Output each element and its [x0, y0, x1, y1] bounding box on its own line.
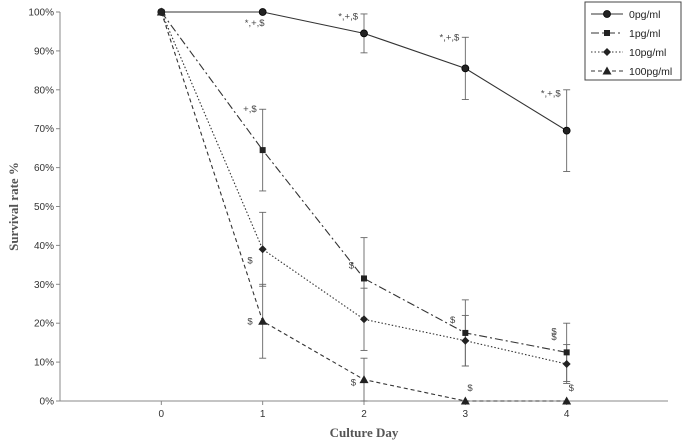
significance-annotation: $: [551, 332, 557, 343]
data-point: [360, 315, 368, 324]
data-point: [562, 126, 571, 135]
data-point: [460, 396, 470, 405]
y-tick-label: 0%: [40, 397, 55, 408]
series-line-10pg/ml: [160, 11, 567, 365]
data-point: [360, 29, 368, 38]
y-tick-label: 90%: [34, 46, 54, 57]
x-axis-label: Culture Day: [330, 425, 399, 440]
y-tick-label: 50%: [34, 202, 54, 213]
data-point: [259, 147, 266, 154]
data-point: [562, 360, 571, 369]
significance-annotation: $: [467, 383, 473, 394]
x-axis-ticks: 0 1 2 3 4: [159, 401, 570, 420]
data-point: [563, 349, 570, 356]
significance-annotation: *,+,$: [541, 89, 562, 100]
x-tick-label: 4: [564, 409, 570, 420]
legend: 0pg/ml 1pg/ml 10pg/ml 100pg/ml: [584, 1, 682, 81]
y-tick-label: 30%: [34, 280, 54, 291]
significance-annotation: $: [349, 260, 355, 271]
y-tick-label: 100%: [28, 8, 54, 19]
y-axis-label: Survival rate %: [6, 162, 21, 251]
y-tick-label: 80%: [34, 85, 54, 96]
data-point: [461, 64, 470, 73]
y-tick-label: 60%: [34, 163, 54, 174]
significance-annotation: $: [247, 255, 253, 266]
x-tick-label: 1: [260, 409, 266, 420]
legend-label: 0pg/ml: [629, 9, 661, 21]
legend-box: [584, 1, 682, 81]
data-point: [258, 245, 267, 254]
y-axis-ticks: 0% 10% 20% 30% 40% 50% 60% 70% 80% 90% 100%: [28, 8, 60, 408]
significance-annotation: $: [247, 316, 253, 327]
significance-annotation: *,+,$: [245, 18, 266, 29]
data-point: [462, 329, 469, 336]
legend-label: 100pg/ml: [629, 66, 672, 78]
significance-annotations: *,+,$*,+,$*,+,$*,+,$+,$$$$$$$$ $ $: [243, 11, 574, 394]
significance-annotation: *,+,$: [440, 32, 461, 43]
legend-label: 1pg/ml: [629, 28, 661, 40]
significance-annotation: $: [551, 326, 557, 337]
significance-annotation: *,+,$: [338, 11, 359, 22]
data-point: [562, 396, 572, 405]
legend-marker: [602, 66, 612, 75]
data-point: [359, 375, 369, 384]
legend-label: 10pg/ml: [629, 47, 666, 59]
y-tick-label: 40%: [34, 241, 54, 252]
data-point: [258, 8, 267, 16]
significance-annotation: $: [569, 383, 575, 394]
error-bars: [259, 13, 571, 402]
legend-marker: [603, 10, 611, 18]
series-markers: [156, 7, 572, 405]
legend-marker: [603, 48, 611, 56]
x-tick-label: 2: [361, 409, 367, 420]
data-point: [258, 316, 268, 325]
data-point: [461, 336, 470, 345]
series-line-1pg/ml: [160, 11, 567, 353]
y-tick-label: 70%: [34, 124, 54, 135]
significance-annotation: +,$: [243, 104, 257, 115]
data-point: [361, 275, 367, 282]
y-tick-label: 20%: [34, 319, 54, 330]
x-tick-label: 3: [463, 409, 469, 420]
legend-marker: [604, 30, 610, 36]
data-point: [156, 7, 166, 16]
y-tick-label: 10%: [34, 358, 54, 369]
significance-annotation: $: [450, 315, 456, 326]
significance-annotation: $: [351, 378, 357, 389]
x-tick-label: 0: [159, 409, 165, 420]
